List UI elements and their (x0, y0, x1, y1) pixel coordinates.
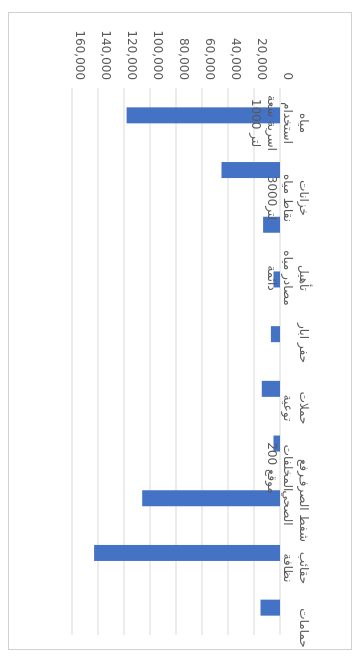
category-label: تأهيلمصادر مياهدائمة (265, 250, 313, 305)
category-label: مياهاستخداماسرية سعة1000 لتر (248, 95, 311, 151)
tick-label: 0 (281, 72, 295, 80)
bar (261, 600, 281, 616)
tick-label: 140,000 (99, 30, 113, 80)
tick-label: 40,000 (229, 38, 243, 80)
bar (142, 490, 280, 506)
tick-label: 20,000 (255, 38, 269, 80)
tick-label: 60,000 (203, 38, 217, 80)
category-label: خزاناتنقاط مياه3000لتر (264, 174, 311, 222)
category-label: حفر ابار (296, 322, 311, 363)
tick-label: 160,000 (73, 30, 87, 80)
category-label: حمامات (297, 608, 311, 647)
tick-label: 120,000 (125, 30, 139, 80)
bar (262, 381, 280, 397)
category-label: حملاتتوعية (280, 392, 311, 425)
bar (94, 545, 280, 561)
category-label: حقائبنظافة (281, 552, 311, 584)
tick-label: 100,000 (151, 30, 165, 80)
tick-label: 80,000 (177, 38, 191, 80)
bar (271, 326, 280, 342)
